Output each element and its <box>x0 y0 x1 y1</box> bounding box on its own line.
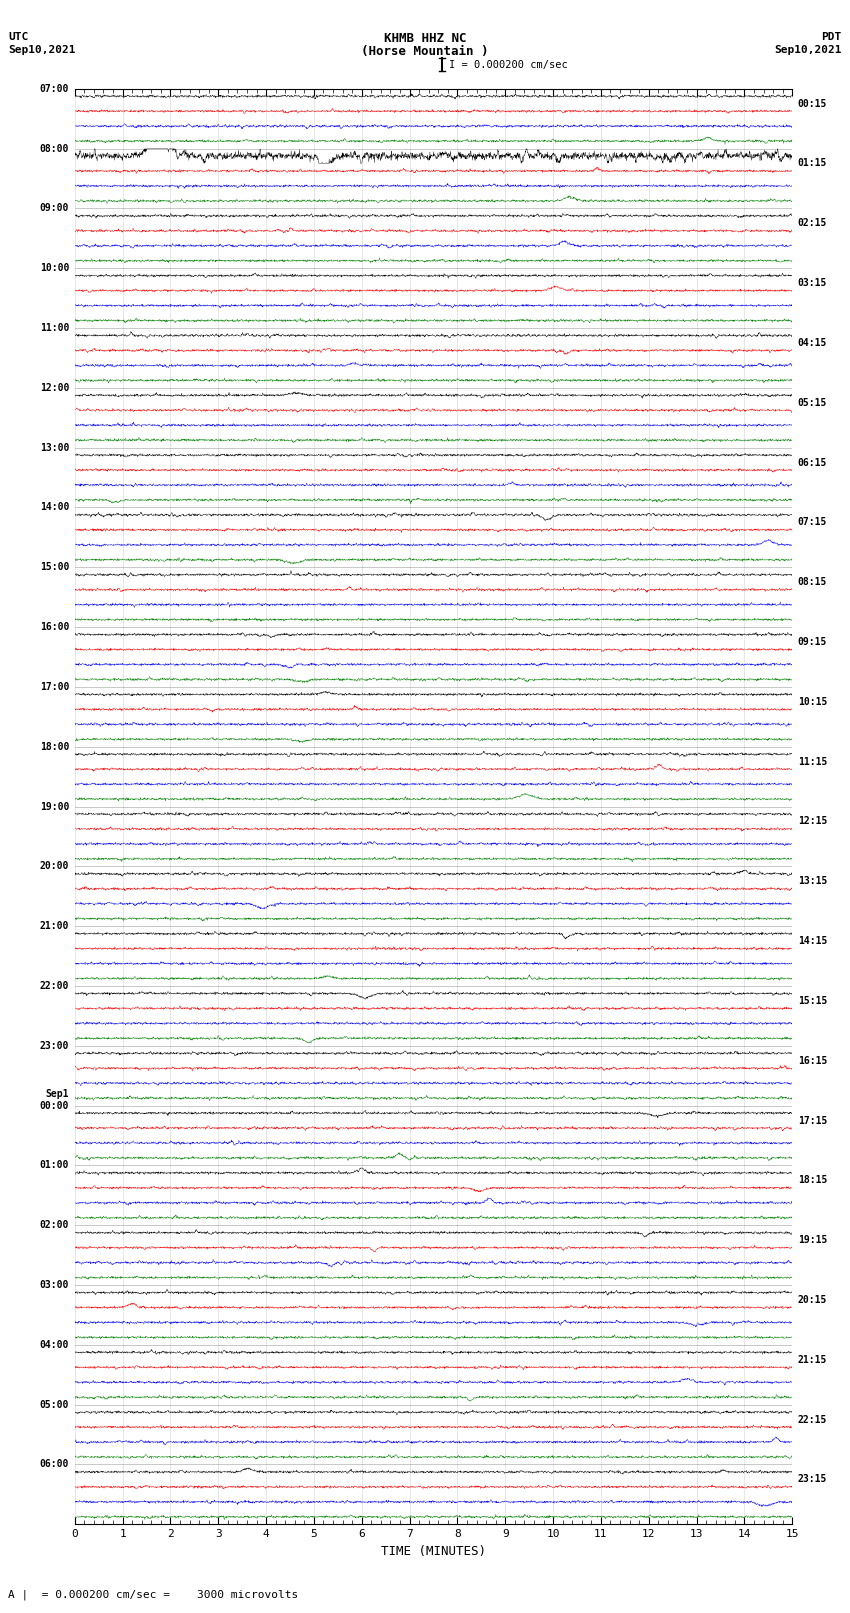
Text: Sep10,2021: Sep10,2021 <box>8 45 76 55</box>
Text: 11:00: 11:00 <box>40 323 69 332</box>
Text: 16:15: 16:15 <box>798 1057 827 1066</box>
Text: 04:15: 04:15 <box>798 339 827 348</box>
Text: 08:15: 08:15 <box>798 577 827 587</box>
Text: 13:00: 13:00 <box>40 442 69 453</box>
Text: (Horse Mountain ): (Horse Mountain ) <box>361 45 489 58</box>
Text: 23:00: 23:00 <box>40 1040 69 1050</box>
Text: 23:15: 23:15 <box>798 1474 827 1484</box>
Text: 15:00: 15:00 <box>40 563 69 573</box>
Text: 14:00: 14:00 <box>40 502 69 513</box>
Text: 08:00: 08:00 <box>40 144 69 153</box>
Text: 10:15: 10:15 <box>798 697 827 706</box>
Text: 20:15: 20:15 <box>798 1295 827 1305</box>
Text: 05:00: 05:00 <box>40 1400 69 1410</box>
Text: 01:00: 01:00 <box>40 1160 69 1171</box>
Text: 09:15: 09:15 <box>798 637 827 647</box>
X-axis label: TIME (MINUTES): TIME (MINUTES) <box>381 1545 486 1558</box>
Text: 14:15: 14:15 <box>798 936 827 947</box>
Text: 19:15: 19:15 <box>798 1236 827 1245</box>
Text: 00:15: 00:15 <box>798 98 827 108</box>
Text: 12:00: 12:00 <box>40 382 69 394</box>
Text: 12:15: 12:15 <box>798 816 827 826</box>
Text: 16:00: 16:00 <box>40 623 69 632</box>
Text: 15:15: 15:15 <box>798 995 827 1007</box>
Text: 22:15: 22:15 <box>798 1415 827 1424</box>
Text: 02:00: 02:00 <box>40 1219 69 1231</box>
Text: 03:00: 03:00 <box>40 1281 69 1290</box>
Text: PDT: PDT <box>821 32 842 42</box>
Text: I = 0.000200 cm/sec: I = 0.000200 cm/sec <box>449 60 568 69</box>
Text: 04:00: 04:00 <box>40 1340 69 1350</box>
Text: 20:00: 20:00 <box>40 861 69 871</box>
Text: Sep1: Sep1 <box>46 1089 69 1100</box>
Text: 11:15: 11:15 <box>798 756 827 766</box>
Text: A |  = 0.000200 cm/sec =    3000 microvolts: A | = 0.000200 cm/sec = 3000 microvolts <box>8 1589 298 1600</box>
Text: 13:15: 13:15 <box>798 876 827 886</box>
Text: 06:00: 06:00 <box>40 1460 69 1469</box>
Text: KHMB HHZ NC: KHMB HHZ NC <box>383 32 467 45</box>
Text: Sep10,2021: Sep10,2021 <box>774 45 842 55</box>
Text: 06:15: 06:15 <box>798 458 827 468</box>
Text: 17:15: 17:15 <box>798 1116 827 1126</box>
Text: 03:15: 03:15 <box>798 277 827 289</box>
Text: 21:00: 21:00 <box>40 921 69 931</box>
Text: 09:00: 09:00 <box>40 203 69 213</box>
Text: 17:00: 17:00 <box>40 682 69 692</box>
Text: 21:15: 21:15 <box>798 1355 827 1365</box>
Text: 22:00: 22:00 <box>40 981 69 990</box>
Text: UTC: UTC <box>8 32 29 42</box>
Text: 05:15: 05:15 <box>798 398 827 408</box>
Text: 18:15: 18:15 <box>798 1176 827 1186</box>
Text: 01:15: 01:15 <box>798 158 827 168</box>
Text: 10:00: 10:00 <box>40 263 69 273</box>
Text: 18:00: 18:00 <box>40 742 69 752</box>
Text: 02:15: 02:15 <box>798 218 827 229</box>
Text: 07:15: 07:15 <box>798 518 827 527</box>
Text: 00:00: 00:00 <box>40 1100 69 1111</box>
Text: 19:00: 19:00 <box>40 802 69 811</box>
Text: 07:00: 07:00 <box>40 84 69 94</box>
